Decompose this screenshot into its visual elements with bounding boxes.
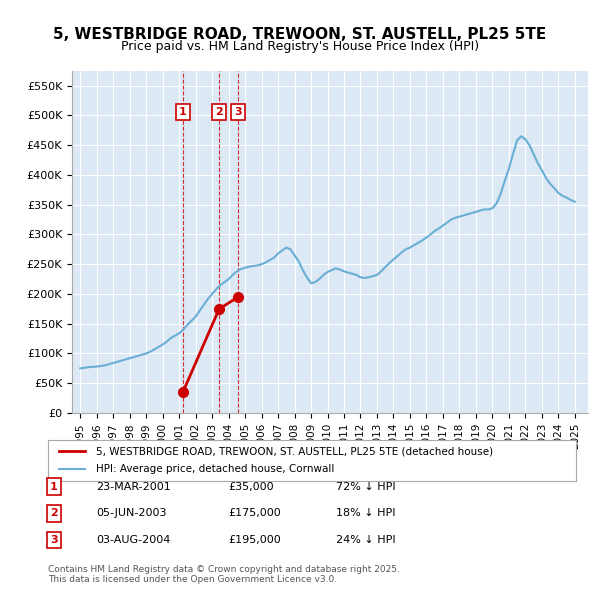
Text: 23-MAR-2001: 23-MAR-2001 (96, 482, 171, 491)
Text: 5, WESTBRIDGE ROAD, TREWOON, ST. AUSTELL, PL25 5TE: 5, WESTBRIDGE ROAD, TREWOON, ST. AUSTELL… (53, 27, 547, 41)
Text: Contains HM Land Registry data © Crown copyright and database right 2025.
This d: Contains HM Land Registry data © Crown c… (48, 565, 400, 584)
Text: 3: 3 (235, 107, 242, 117)
Text: 03-AUG-2004: 03-AUG-2004 (96, 535, 170, 545)
Text: 05-JUN-2003: 05-JUN-2003 (96, 509, 167, 518)
Text: 5, WESTBRIDGE ROAD, TREWOON, ST. AUSTELL, PL25 5TE (detached house): 5, WESTBRIDGE ROAD, TREWOON, ST. AUSTELL… (95, 446, 493, 456)
Text: £35,000: £35,000 (228, 482, 274, 491)
Text: 2: 2 (215, 107, 223, 117)
Text: 1: 1 (50, 482, 58, 491)
Text: 3: 3 (50, 535, 58, 545)
Text: £195,000: £195,000 (228, 535, 281, 545)
Text: £175,000: £175,000 (228, 509, 281, 518)
Text: 24% ↓ HPI: 24% ↓ HPI (336, 535, 395, 545)
Text: 72% ↓ HPI: 72% ↓ HPI (336, 482, 395, 491)
Text: 18% ↓ HPI: 18% ↓ HPI (336, 509, 395, 518)
Text: 1: 1 (179, 107, 187, 117)
Text: HPI: Average price, detached house, Cornwall: HPI: Average price, detached house, Corn… (95, 464, 334, 474)
Text: Price paid vs. HM Land Registry's House Price Index (HPI): Price paid vs. HM Land Registry's House … (121, 40, 479, 53)
Text: 2: 2 (50, 509, 58, 518)
